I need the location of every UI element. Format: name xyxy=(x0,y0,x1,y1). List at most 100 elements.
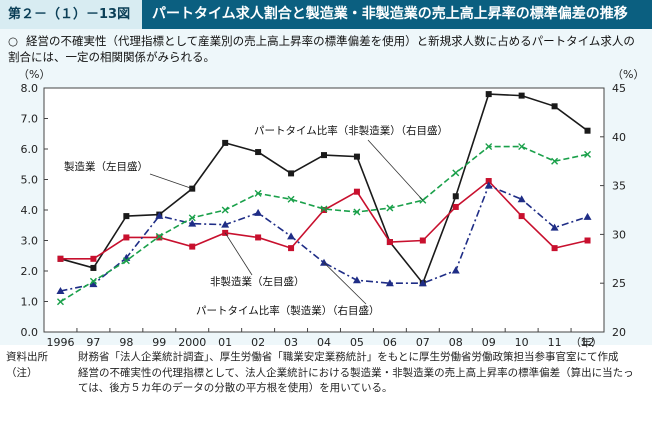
right-tick-label: 45 xyxy=(612,82,626,95)
annotation-label-3: パートタイム比率（製造業）（右目盛） xyxy=(196,304,380,317)
left-tick-label: 6.0 xyxy=(21,143,39,156)
series-point-2 xyxy=(89,280,98,288)
left-tick-label: 4.0 xyxy=(21,204,39,217)
left-axis-unit: （%） xyxy=(18,68,50,81)
note-remark-text: 経営の不確実性の代理指標として、法人企業統計における製造業・非製造業の売上高上昇… xyxy=(78,367,634,394)
x-tick-label: 12 xyxy=(581,336,595,348)
left-tick-label: 5.0 xyxy=(21,174,39,187)
series-point-2 xyxy=(56,287,65,295)
series-point-1 xyxy=(518,213,525,220)
series-point-1 xyxy=(386,239,393,246)
series-point-1 xyxy=(584,237,591,244)
series-point-3 xyxy=(353,208,361,216)
series-point-1 xyxy=(419,237,426,244)
right-axis-unit: （%） xyxy=(612,68,644,81)
series-point-0 xyxy=(584,127,591,134)
series-point-0 xyxy=(123,213,130,220)
series-point-2 xyxy=(517,195,526,203)
right-tick-label: 40 xyxy=(612,131,626,144)
series-point-2 xyxy=(550,223,559,231)
annotation-leader-0 xyxy=(149,173,193,190)
right-tick-label: 35 xyxy=(612,180,626,193)
figure-title: パートタイム求人割合と製造業・非製造業の売上高上昇率の標準偏差の推移 xyxy=(152,6,628,22)
series-point-0 xyxy=(518,92,525,99)
right-tick-label: 20 xyxy=(612,326,626,339)
left-tick-label: 2.0 xyxy=(21,265,39,278)
series-point-0 xyxy=(551,103,558,110)
series-point-2 xyxy=(254,208,263,216)
title-bar: 第２－（１）－13図 パートタイム求人割合と製造業・非製造業の売上高上昇率の標準… xyxy=(0,0,652,29)
series-point-3 xyxy=(287,195,295,203)
series-point-0 xyxy=(288,170,295,177)
x-tick-label: 08 xyxy=(449,336,463,348)
series-point-3 xyxy=(320,205,328,213)
x-tick-label: 98 xyxy=(119,336,133,348)
series-point-1 xyxy=(485,178,492,185)
series-point-2 xyxy=(155,211,164,219)
note-source-text: 財務省「法人企業統計調査」、厚生労働省「職業安定業務統計」をもとに厚生労働省労働… xyxy=(78,351,619,363)
series-point-3 xyxy=(56,298,64,306)
series-line-2 xyxy=(60,184,588,292)
line-chart: 0.01.02.03.04.05.06.07.08.0（%）2025303540… xyxy=(18,68,644,348)
series-point-2 xyxy=(451,266,460,274)
note-source-key: 資料出所 xyxy=(6,351,48,363)
x-tick-label: 2000 xyxy=(178,336,206,348)
series-point-2 xyxy=(484,181,493,189)
series-point-3 xyxy=(518,143,526,151)
left-tick-label: 7.0 xyxy=(21,113,39,126)
series-point-3 xyxy=(122,257,130,265)
x-tick-label: 99 xyxy=(152,336,166,348)
left-tick-label: 0.0 xyxy=(21,326,39,339)
x-tick-label: 01 xyxy=(218,336,232,348)
notes-section: 資料出所 財務省「法人企業統計調査」、厚生労働省「職業安定業務統計」をもとに厚生… xyxy=(0,350,652,397)
x-tick-label: 07 xyxy=(416,336,430,348)
series-point-3 xyxy=(584,150,592,158)
left-tick-label: 1.0 xyxy=(21,296,39,309)
chart-series xyxy=(56,91,592,306)
annotation-leader-1 xyxy=(367,139,424,201)
x-tick-label: 1996 xyxy=(46,336,74,348)
series-point-1 xyxy=(353,188,360,195)
series-point-3 xyxy=(188,214,196,222)
summary-body: 経営の不確実性（代理指標として産業別の売上高上昇率の標準偏差を使用）と新規求人数… xyxy=(8,34,635,64)
series-point-3 xyxy=(485,143,493,151)
series-point-3 xyxy=(155,232,163,240)
x-tick-label: 10 xyxy=(515,336,529,348)
series-point-3 xyxy=(452,169,460,177)
x-tick-label: 04 xyxy=(317,336,331,348)
series-point-0 xyxy=(485,91,492,98)
x-tick-label: 97 xyxy=(86,336,100,348)
note-source: 資料出所 財務省「法人企業統計調査」、厚生労働省「職業安定業務統計」をもとに厚生… xyxy=(0,350,652,365)
left-tick-label: 3.0 xyxy=(21,235,39,248)
annotation-label-2: 非製造業（左目盛） xyxy=(210,275,305,288)
series-point-0 xyxy=(222,139,229,146)
note-remark: （注） 経営の不確実性の代理指標として、法人企業統計における製造業・非製造業の売… xyxy=(0,366,652,396)
series-line-3 xyxy=(60,145,588,303)
series-point-2 xyxy=(221,220,230,228)
series-point-2 xyxy=(385,279,394,287)
x-axis-unit: （年） xyxy=(571,336,603,348)
series-point-1 xyxy=(123,234,130,241)
right-tick-label: 25 xyxy=(612,277,626,290)
series-point-2 xyxy=(287,232,296,240)
series-point-1 xyxy=(90,255,97,262)
series-point-2 xyxy=(418,279,427,287)
series-point-3 xyxy=(386,204,394,212)
x-tick-label: 11 xyxy=(548,336,562,348)
series-point-1 xyxy=(189,243,196,250)
series-point-1 xyxy=(255,234,262,241)
series-point-1 xyxy=(551,245,558,252)
series-point-0 xyxy=(321,152,327,159)
series-point-2 xyxy=(583,212,592,220)
series-point-1 xyxy=(156,234,163,241)
right-tick-label: 30 xyxy=(612,228,626,241)
figure-label: 第２－（１）－13図 xyxy=(0,0,142,29)
series-point-3 xyxy=(221,206,229,214)
note-remark-key: （注） xyxy=(6,367,38,379)
series-point-3 xyxy=(551,157,559,165)
x-tick-label: 03 xyxy=(284,336,298,348)
x-tick-label: 02 xyxy=(251,336,265,348)
x-tick-label: 06 xyxy=(383,336,397,348)
series-point-2 xyxy=(352,276,361,284)
